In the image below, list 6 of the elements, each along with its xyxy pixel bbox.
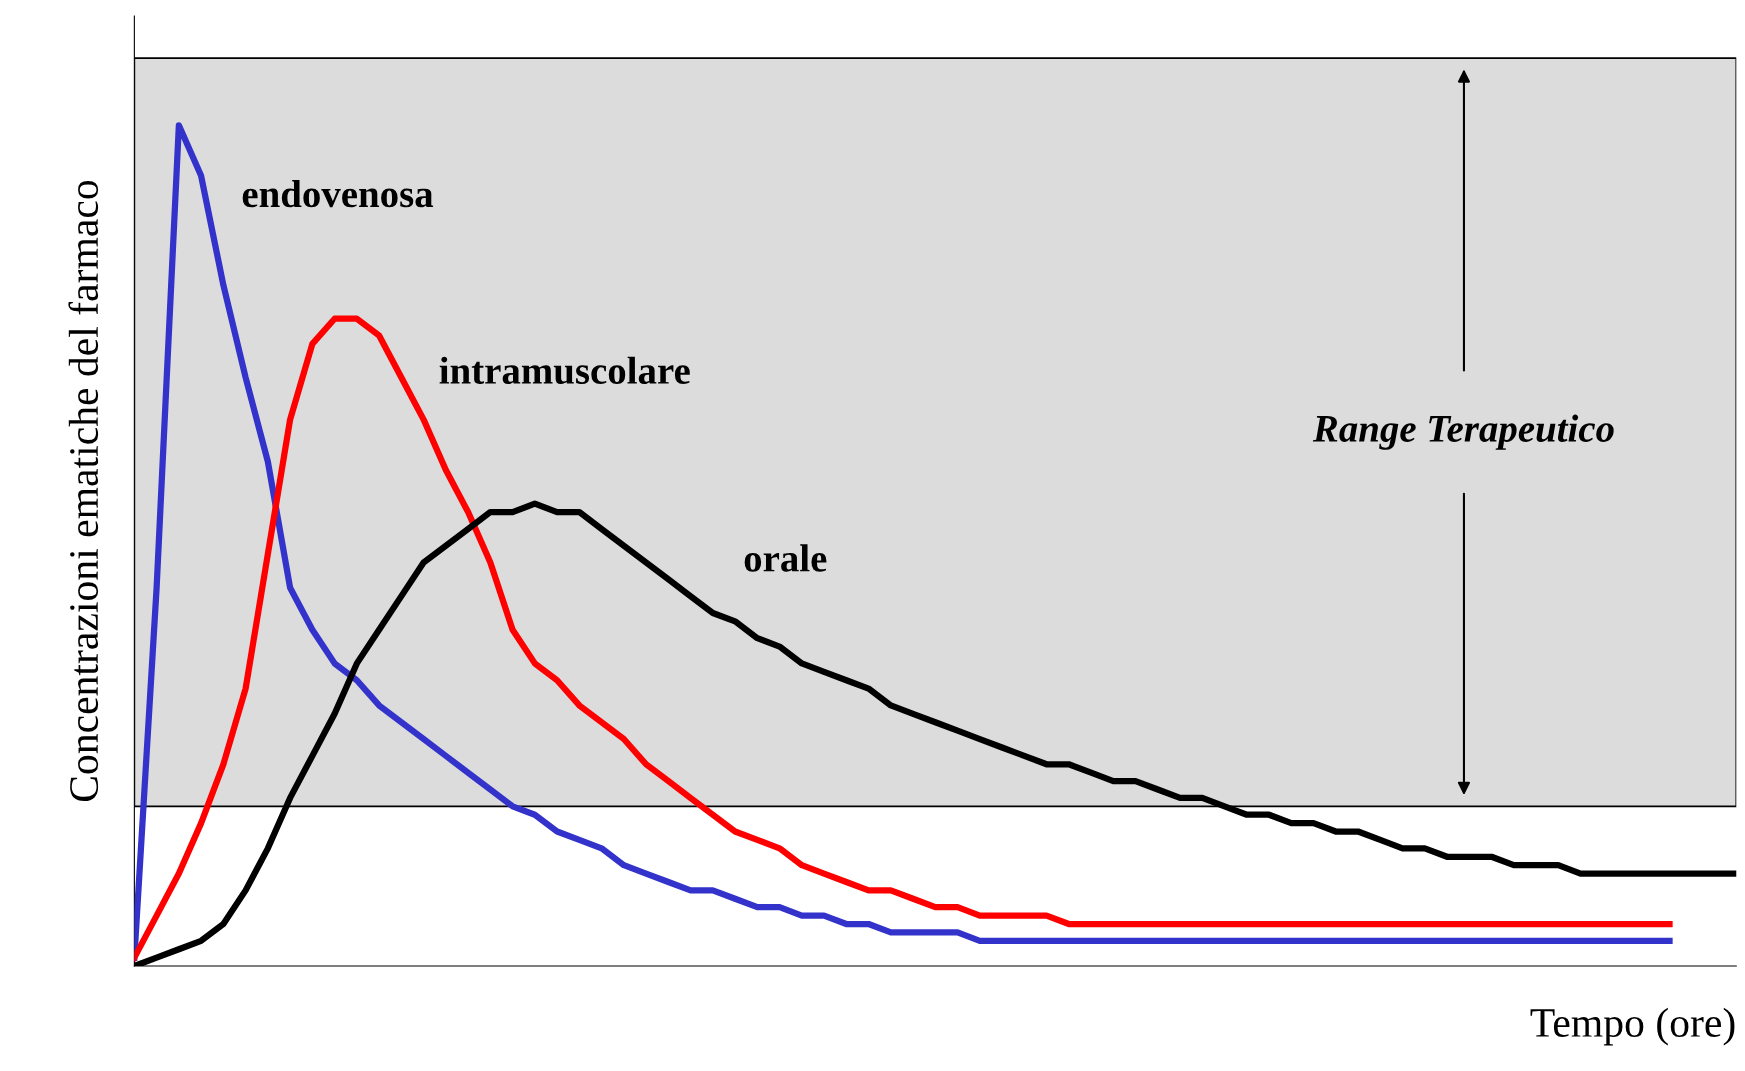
series-label: orale bbox=[744, 544, 827, 572]
y-axis-title: Concentrazioni ematiche del farmaco bbox=[68, 180, 99, 802]
series-label: endovenosa bbox=[242, 179, 434, 208]
band-label: Range Terapeutico bbox=[1312, 414, 1614, 450]
series-label: intramuscolare bbox=[439, 356, 690, 385]
x-axis-title: Tempo (ore) bbox=[1530, 1007, 1735, 1046]
